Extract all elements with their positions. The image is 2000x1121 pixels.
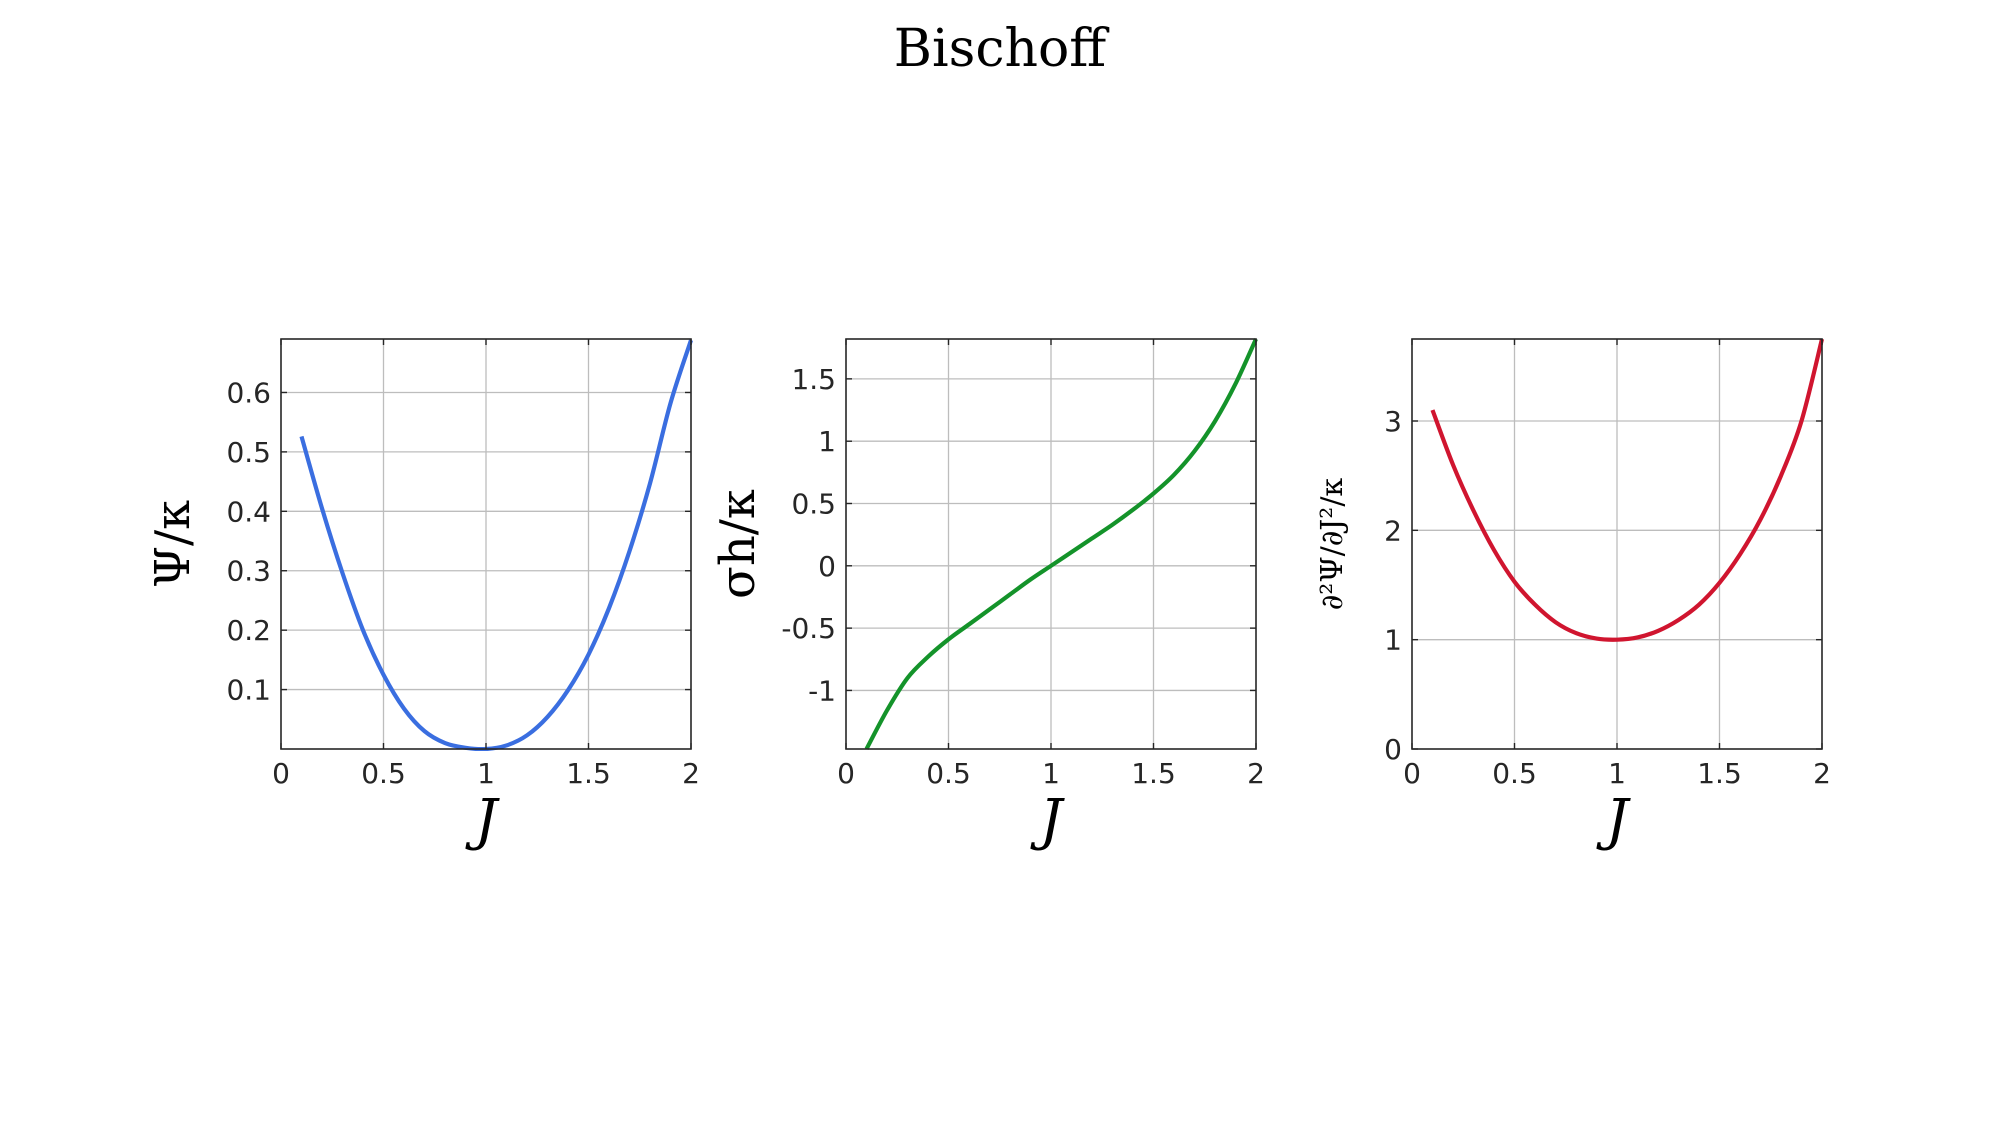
sigma-ytick-label-0: -1 (808, 674, 836, 707)
sigma-ytick-label-4: 1 (818, 425, 836, 458)
psi-ytick-label-3: 0.4 (226, 495, 271, 528)
psi-ytick-label-4: 0.5 (226, 436, 271, 469)
psi-ytick-label-0: 0.1 (226, 674, 271, 707)
d2psi-xtick-label-4: 2 (1813, 757, 1831, 790)
psi-ytick-label-5: 0.6 (226, 376, 271, 409)
psi-xtick-label-3: 1.5 (566, 757, 611, 790)
d2psi-ytick-label-0: 0 (1384, 733, 1402, 766)
sigma-ytick-label-3: 0.5 (791, 487, 836, 520)
panel-psi: 0 0.5 1 1.5 2 0.1 0.2 0.3 0.4 0.5 0.6 J Ψ/κ (145, 338, 700, 853)
d2psi-xtick-label-3: 1.5 (1697, 757, 1742, 790)
sigma-xtick-label-1: 0.5 (926, 757, 971, 790)
d2psi-ytick-label-3: 3 (1384, 405, 1402, 438)
panel-d2psi: 0 0.5 1 1.5 2 0 1 2 3 J ∂²Ψ/∂J²/κ (1315, 338, 1831, 853)
sigma-ytick-label-1: -0.5 (781, 612, 836, 645)
d2psi-ytick-label-2: 2 (1384, 514, 1402, 547)
psi-xtick-label-4: 2 (682, 757, 700, 790)
d2psi-xtick-label-2: 1 (1608, 757, 1626, 790)
sigma-ytick-label-2: 0 (818, 550, 836, 583)
psi-ytick-label-2: 0.3 (226, 555, 271, 588)
psi-series-line-0 (299, 339, 693, 751)
d2psi-xtick-label-1: 0.5 (1492, 757, 1537, 790)
psi-xlabel: J (465, 788, 501, 853)
sigma-ylabel: σh/κ (710, 489, 766, 599)
sigma-ytick-label-5: 1.5 (791, 363, 836, 396)
figure-title: Bischoff (894, 19, 1110, 79)
sigma-xtick-label-2: 1 (1042, 757, 1060, 790)
sigma-xtick-label-3: 1.5 (1131, 757, 1176, 790)
panel-sigma: 0 0.5 1 1.5 2 -1 -0.5 0 0.5 1 1.5 Jσh/κ (710, 338, 1265, 853)
sigma-series-line-0 (864, 338, 1258, 750)
psi-ylabel: Ψ/κ (145, 500, 201, 588)
psi-ytick-label-1: 0.2 (226, 614, 271, 647)
sigma-xtick-label-4: 2 (1247, 757, 1265, 790)
sigma-xlabel: J (1030, 788, 1066, 853)
d2psi-series-line-0 (1430, 338, 1824, 642)
sigma-xtick-label-0: 0 (837, 757, 855, 790)
d2psi-ylabel: ∂²Ψ/∂J²/κ (1315, 478, 1350, 611)
psi-xtick-label-1: 0.5 (361, 757, 406, 790)
d2psi-ytick-label-1: 1 (1384, 624, 1402, 657)
d2psi-xtick-label-0: 0 (1403, 757, 1421, 790)
psi-xtick-label-0: 0 (272, 757, 290, 790)
d2psi-xlabel: J (1596, 788, 1632, 853)
psi-xtick-label-2: 1 (477, 757, 495, 790)
